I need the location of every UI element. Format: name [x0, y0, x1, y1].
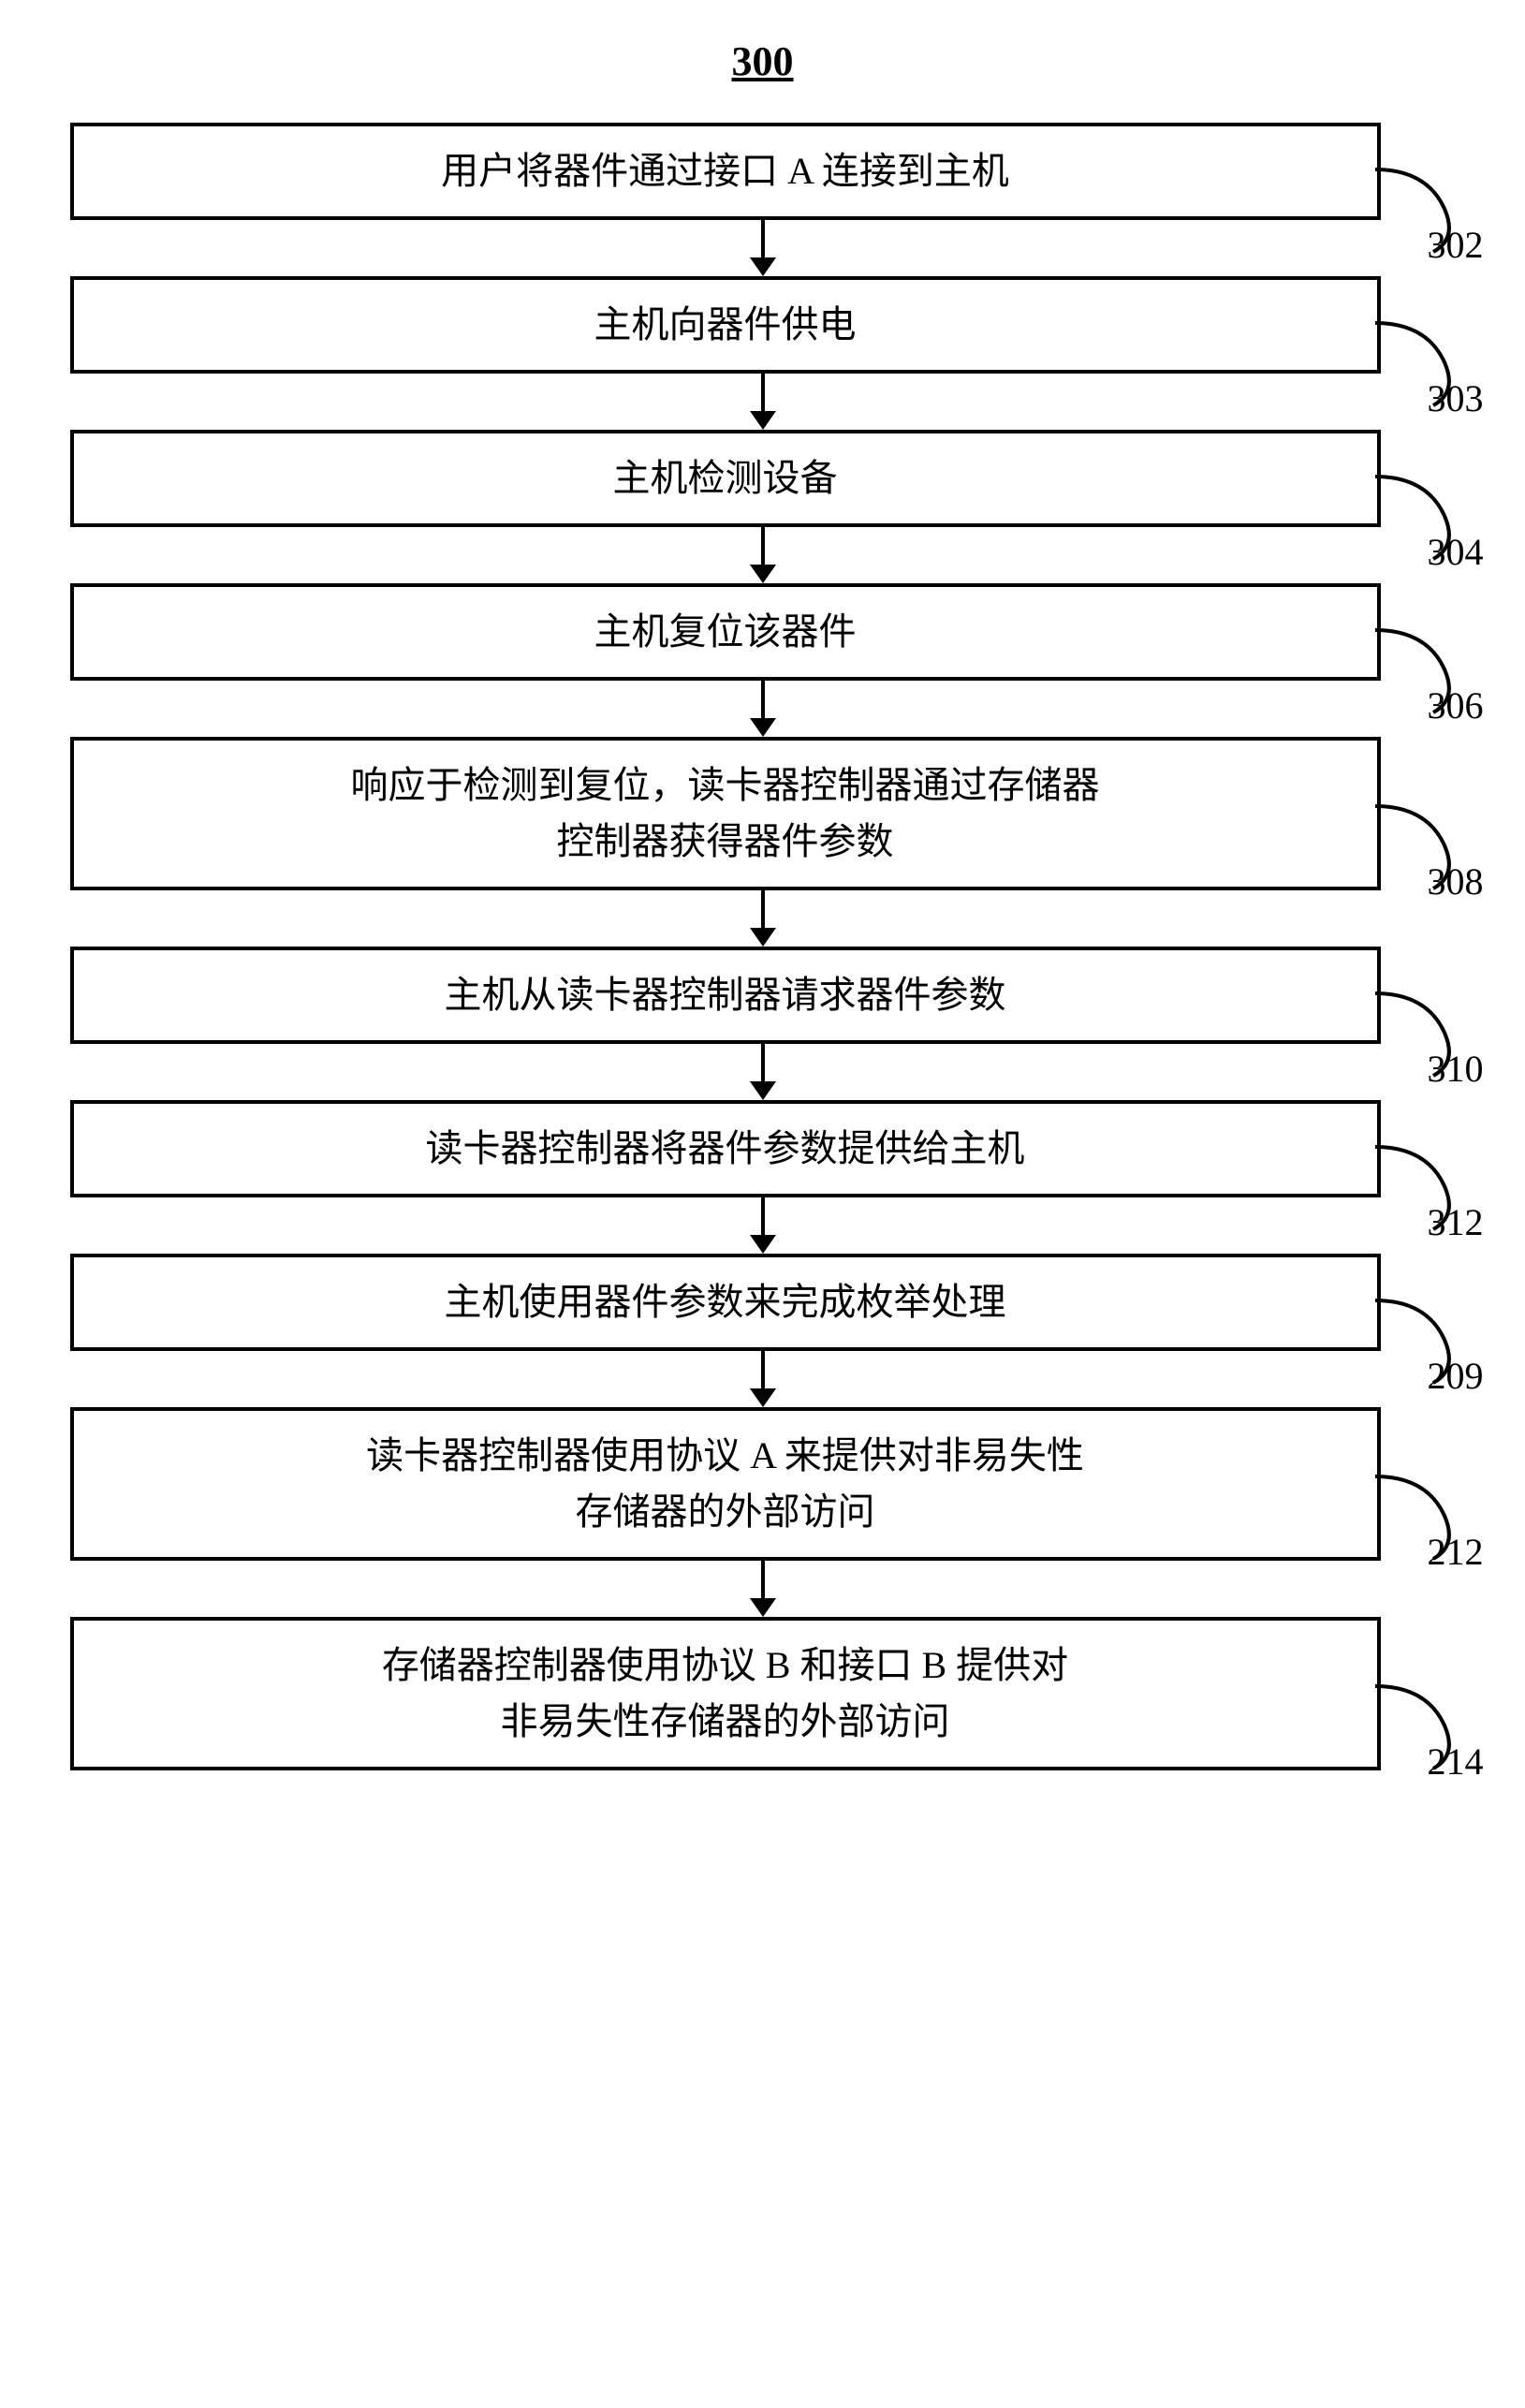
step-box: 主机向器件供电 [70, 276, 1381, 374]
left-spacer [14, 583, 70, 681]
step-box: 主机检测设备 [70, 430, 1381, 527]
callout-area: 310 [1381, 947, 1512, 1044]
arrow-down [14, 890, 1512, 947]
step-row: 主机使用器件参数来完成枚举处理 209 [14, 1254, 1512, 1351]
steps-container: 用户将器件通过接口 A 连接到主机 302 主机向器件供电 303 主机检测设备… [14, 123, 1512, 1770]
step-row: 响应于检测到复位，读卡器控制器通过存储器 控制器获得器件参数 308 [14, 737, 1512, 890]
step-text: 用户将器件通过接口 A 连接到主机 [441, 143, 1009, 199]
callout-area: 308 [1381, 737, 1512, 890]
step-text: 主机从读卡器控制器请求器件参数 [445, 967, 1006, 1023]
arrow-down [14, 527, 1512, 583]
left-spacer [14, 737, 70, 890]
arrow-down [14, 1197, 1512, 1254]
arrow-down [14, 1044, 1512, 1100]
step-text: 响应于检测到复位，读卡器控制器通过存储器 控制器获得器件参数 [351, 757, 1100, 870]
step-text: 存储器控制器使用协议 B 和接口 B 提供对 非易失性存储器的外部访问 [382, 1637, 1068, 1750]
callout-area: 312 [1381, 1100, 1512, 1197]
reference-number: 214 [1428, 1740, 1484, 1784]
flowchart-diagram: 300 用户将器件通过接口 A 连接到主机 302 主机向器件供电 303 主机… [0, 37, 1525, 1770]
left-spacer [14, 947, 70, 1044]
callout-area: 214 [1381, 1617, 1512, 1770]
step-text: 读卡器控制器将器件参数提供给主机 [426, 1121, 1025, 1177]
step-row: 用户将器件通过接口 A 连接到主机 302 [14, 123, 1512, 220]
step-box: 主机复位该器件 [70, 583, 1381, 681]
left-spacer [14, 276, 70, 374]
arrow-down [14, 1561, 1512, 1617]
step-row: 主机从读卡器控制器请求器件参数 310 [14, 947, 1512, 1044]
step-row: 主机向器件供电 303 [14, 276, 1512, 374]
step-row: 读卡器控制器使用协议 A 来提供对非易失性 存储器的外部访问 212 [14, 1407, 1512, 1561]
step-text: 主机向器件供电 [594, 297, 857, 353]
callout-area: 209 [1381, 1254, 1512, 1351]
step-box: 读卡器控制器使用协议 A 来提供对非易失性 存储器的外部访问 [70, 1407, 1381, 1561]
step-box: 读卡器控制器将器件参数提供给主机 [70, 1100, 1381, 1197]
arrow-down [14, 220, 1512, 276]
callout-curve: 308 [1375, 799, 1478, 892]
step-box: 主机从读卡器控制器请求器件参数 [70, 947, 1381, 1044]
step-row: 读卡器控制器将器件参数提供给主机 312 [14, 1100, 1512, 1197]
step-row: 主机检测设备 304 [14, 430, 1512, 527]
step-text: 主机检测设备 [613, 450, 838, 507]
left-spacer [14, 1617, 70, 1770]
callout-area: 212 [1381, 1407, 1512, 1561]
step-box: 用户将器件通过接口 A 连接到主机 [70, 123, 1381, 220]
callout-area: 303 [1381, 276, 1512, 374]
callout-area: 306 [1381, 583, 1512, 681]
step-box: 响应于检测到复位，读卡器控制器通过存储器 控制器获得器件参数 [70, 737, 1381, 890]
left-spacer [14, 430, 70, 527]
left-spacer [14, 1254, 70, 1351]
arrow-down [14, 374, 1512, 430]
arrow-down [14, 1351, 1512, 1407]
step-row: 主机复位该器件 306 [14, 583, 1512, 681]
step-text: 主机复位该器件 [594, 604, 857, 660]
step-row: 存储器控制器使用协议 B 和接口 B 提供对 非易失性存储器的外部访问 214 [14, 1617, 1512, 1770]
left-spacer [14, 123, 70, 220]
callout-area: 302 [1381, 123, 1512, 220]
callout-curve: 214 [1375, 1679, 1478, 1772]
diagram-title: 300 [732, 37, 794, 85]
arrow-down [14, 681, 1512, 737]
step-text: 主机使用器件参数来完成枚举处理 [445, 1274, 1006, 1330]
step-text: 读卡器控制器使用协议 A 来提供对非易失性 存储器的外部访问 [366, 1428, 1084, 1540]
callout-area: 304 [1381, 430, 1512, 527]
left-spacer [14, 1407, 70, 1561]
left-spacer [14, 1100, 70, 1197]
step-box: 主机使用器件参数来完成枚举处理 [70, 1254, 1381, 1351]
callout-curve: 212 [1375, 1469, 1478, 1563]
step-box: 存储器控制器使用协议 B 和接口 B 提供对 非易失性存储器的外部访问 [70, 1617, 1381, 1770]
